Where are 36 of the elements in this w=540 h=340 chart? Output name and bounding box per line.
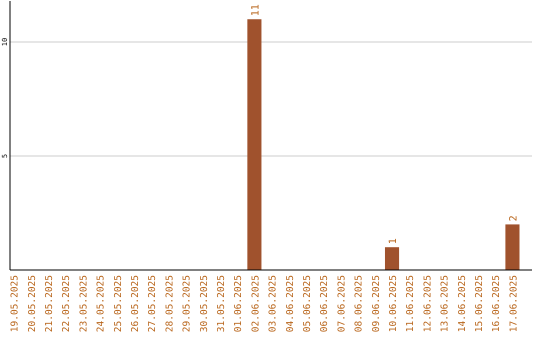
x-tick-label: 24.05.2025 [96, 275, 107, 332]
x-tick-label: 05.06.2025 [302, 275, 314, 332]
x-tick-label: 17.06.2025 [508, 275, 520, 332]
x-tick-label: 15.06.2025 [474, 275, 486, 332]
bar [247, 19, 262, 270]
x-tick-label: 03.06.2025 [268, 275, 279, 332]
x-tick-label: 30.05.2025 [198, 275, 210, 332]
x-tick-label: 19.05.2025 [10, 275, 21, 332]
bar [384, 247, 400, 270]
x-tick-label: 29.05.2025 [182, 275, 193, 332]
x-tick-label: 07.06.2025 [336, 275, 348, 332]
x-tick-label: 25.05.2025 [112, 275, 124, 332]
x-tick-label: 31.05.2025 [216, 275, 227, 332]
data-label: 11 [250, 4, 262, 16]
x-tick-label: 22.05.2025 [61, 275, 72, 332]
x-tick-label: 14.06.2025 [456, 275, 468, 332]
x-tick-label: 23.05.2025 [78, 275, 90, 332]
data-label: 1 [388, 238, 400, 244]
x-tick-label: 12.06.2025 [422, 275, 434, 332]
x-tick-label: 06.06.2025 [319, 275, 330, 332]
x-tick-label: 08.06.2025 [354, 275, 365, 332]
x-tick-label: 16.06.2025 [491, 275, 502, 332]
bar [505, 224, 520, 270]
x-tick-label: 13.06.2025 [440, 275, 451, 332]
x-tick-label: 27.05.2025 [147, 275, 158, 332]
x-tick-label: 26.05.2025 [130, 275, 141, 332]
x-tick-label: 09.06.2025 [370, 275, 382, 332]
x-tick-label: 10.06.2025 [388, 275, 400, 332]
x-tick-label: 20.05.2025 [26, 275, 38, 332]
x-tick-label: 04.06.2025 [284, 275, 296, 332]
data-label: 2 [508, 215, 520, 222]
x-tick-label: 28.05.2025 [164, 275, 176, 332]
x-tick-label: 11.06.2025 [405, 275, 416, 332]
x-tick-label: 02.06.2025 [250, 275, 262, 332]
x-tick-label: 01.06.2025 [233, 275, 244, 332]
x-tick-label: 21.05.2025 [44, 275, 55, 332]
